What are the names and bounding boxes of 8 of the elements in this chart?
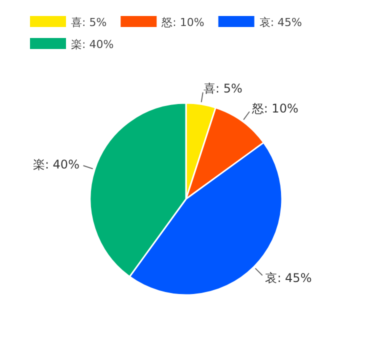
slice-label: 喜: 5% — [204, 81, 242, 96]
legend-label: 怒: 10% — [160, 16, 204, 29]
legend-label: 楽: 40% — [71, 38, 114, 51]
slice-label: 哀: 45% — [265, 271, 312, 286]
legend-label: 喜: 5% — [71, 16, 107, 29]
slice-label: 楽: 40% — [32, 157, 80, 172]
slice-label: 怒: 10% — [250, 101, 298, 116]
legend-label: 哀: 45% — [259, 16, 302, 29]
